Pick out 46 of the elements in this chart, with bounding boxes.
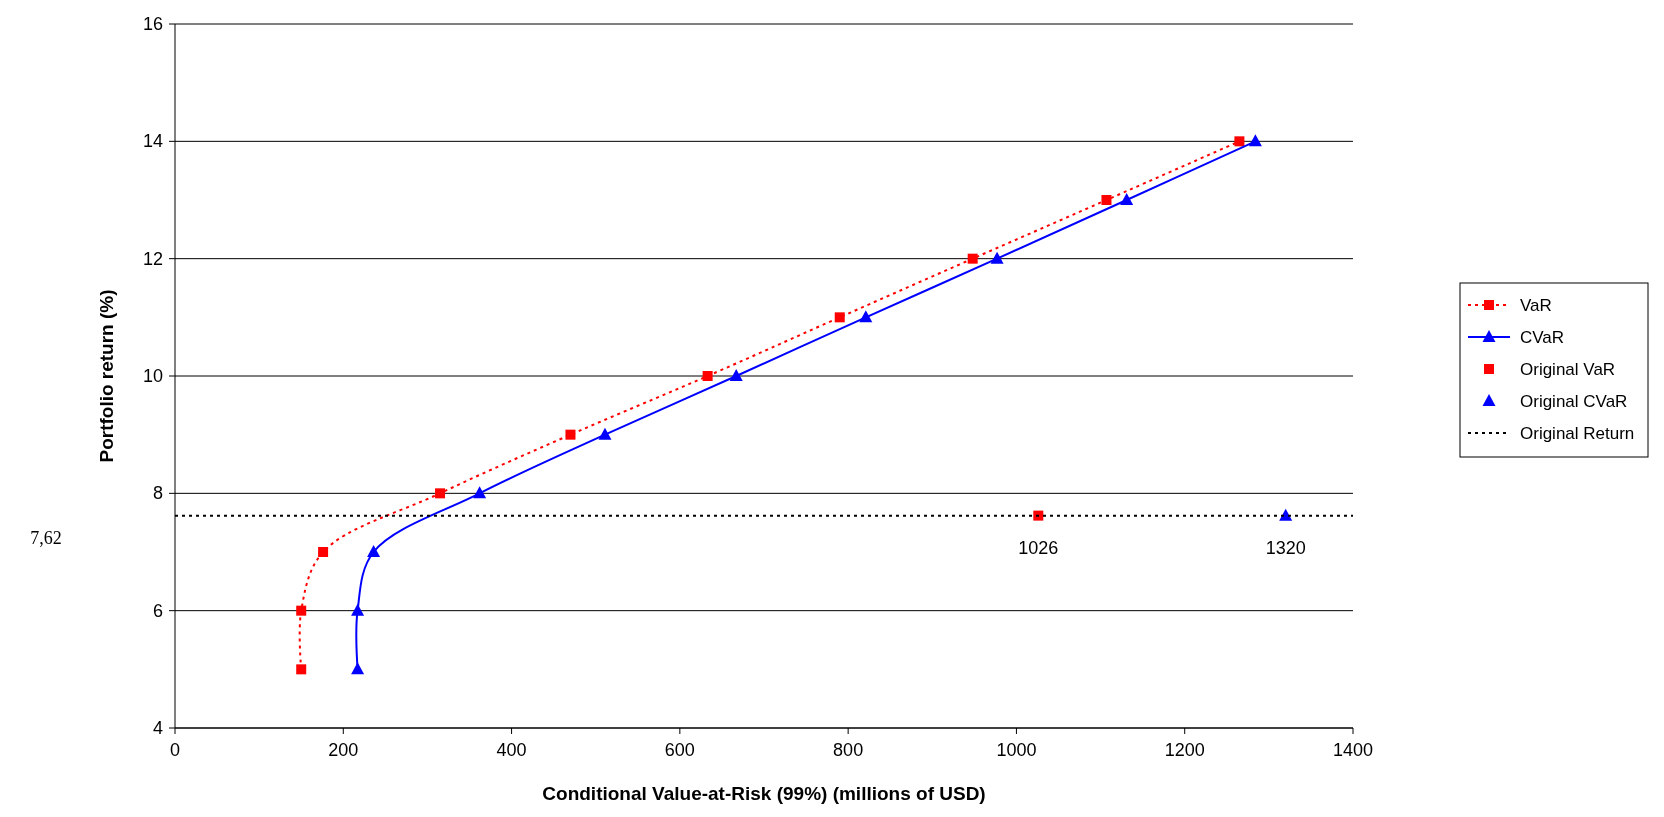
x-tick-label: 1200 bbox=[1164, 740, 1205, 760]
annotation: 1320 bbox=[1265, 537, 1306, 558]
y-axis-title: Portfolio return (%) bbox=[96, 289, 117, 463]
point bbox=[859, 310, 873, 323]
y-tick-label: 14 bbox=[142, 131, 163, 152]
point bbox=[1101, 195, 1112, 205]
point bbox=[834, 312, 845, 323]
point bbox=[318, 547, 329, 557]
y-tick-label: 6 bbox=[152, 600, 163, 621]
y-tick-label: 16 bbox=[142, 14, 163, 34]
point bbox=[990, 251, 1004, 264]
legend-label: CVaR bbox=[1520, 328, 1565, 347]
legend-label: Original CVaR bbox=[1520, 392, 1628, 411]
point bbox=[435, 488, 446, 499]
x-tick-label: 1000 bbox=[996, 740, 1037, 760]
point bbox=[565, 429, 576, 440]
point bbox=[473, 486, 487, 499]
x-tick-label: 400 bbox=[496, 740, 527, 760]
y-tick-label: 12 bbox=[142, 248, 163, 269]
y-tick-label: 8 bbox=[152, 483, 163, 504]
point bbox=[351, 662, 365, 675]
point bbox=[1248, 134, 1262, 147]
point bbox=[296, 664, 307, 675]
x-tick-label: 1400 bbox=[1332, 740, 1374, 760]
point bbox=[702, 371, 713, 381]
legend-label: VaR bbox=[1520, 296, 1552, 315]
legend-label: Original Return bbox=[1520, 424, 1635, 443]
x-tick-label: 800 bbox=[833, 740, 864, 760]
legend-label: Original VaR bbox=[1520, 360, 1616, 379]
point bbox=[1234, 136, 1245, 147]
y-tick-label: 10 bbox=[142, 366, 163, 386]
x-tick-label: 600 bbox=[664, 740, 695, 760]
point bbox=[1033, 510, 1044, 521]
x-tick-label: 200 bbox=[328, 740, 359, 760]
point bbox=[296, 605, 307, 616]
point bbox=[351, 603, 365, 616]
x-axis-title: Conditional Value-at-Risk (99%) (millions of USD) bbox=[542, 783, 986, 804]
point bbox=[967, 253, 978, 264]
point bbox=[598, 427, 612, 440]
point bbox=[729, 369, 743, 381]
text: 7,62 bbox=[30, 527, 62, 548]
x-tick-label: 0 bbox=[169, 740, 181, 760]
point bbox=[367, 545, 381, 557]
point bbox=[1120, 193, 1134, 205]
annotation: 1026 bbox=[1018, 537, 1059, 558]
y-tick-label: 4 bbox=[152, 718, 163, 738]
